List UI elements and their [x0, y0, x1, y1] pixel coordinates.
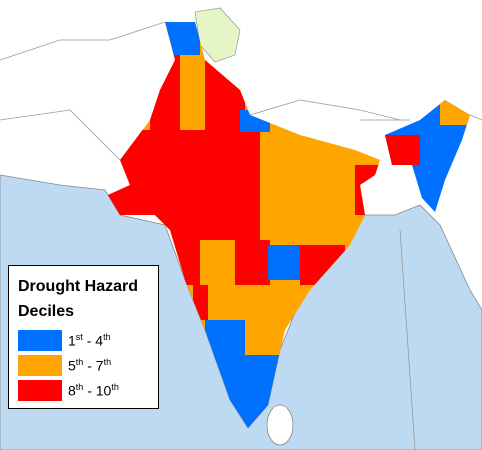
sri-lanka: [266, 404, 294, 446]
legend-items: 1st - 4th 5th - 7th 8th - 10th: [18, 328, 152, 403]
range-separator: -: [83, 357, 96, 374]
legend-item: 5th - 7th: [18, 353, 152, 378]
range-from: 8: [68, 382, 76, 399]
legend-swatch: [18, 355, 62, 376]
borders: [0, 21, 482, 450]
range-from: 5: [68, 357, 76, 374]
range-from-suffix: th: [75, 357, 84, 368]
range-from: 1: [68, 332, 76, 349]
range-separator: -: [83, 382, 96, 399]
legend: Drought Hazard Deciles 1st - 4th 5th - 7t…: [8, 265, 159, 409]
legend-title: Drought Hazard Deciles: [18, 278, 138, 320]
legend-label: 1st - 4th: [68, 332, 111, 349]
legend-item: 8th - 10th: [18, 378, 152, 403]
range-separator: -: [82, 332, 96, 349]
legend-item: 1st - 4th: [18, 328, 152, 353]
legend-swatch: [18, 330, 62, 351]
range-from-suffix: th: [75, 382, 84, 393]
range-from-suffix: st: [75, 332, 83, 343]
ne-deciles: [385, 100, 470, 212]
legend-label: 5th - 7th: [68, 357, 111, 374]
range-to-suffix: th: [103, 357, 112, 368]
range-to-suffix: th: [103, 332, 111, 343]
range-to: 7: [95, 357, 104, 374]
legend-swatch: [18, 380, 62, 401]
range-to: 10: [95, 382, 112, 399]
legend-label: 8th - 10th: [68, 382, 119, 399]
range-to-suffix: th: [111, 382, 119, 393]
range-to: 4: [95, 332, 104, 349]
